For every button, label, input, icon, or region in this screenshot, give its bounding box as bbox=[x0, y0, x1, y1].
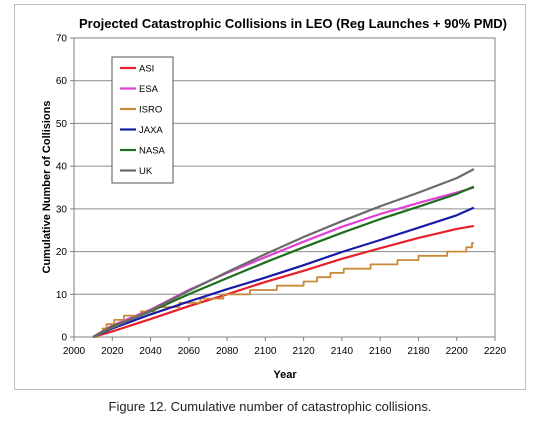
x-tick-label: 2140 bbox=[331, 346, 354, 357]
series-line-asi bbox=[92, 224, 475, 339]
x-tick-label: 2120 bbox=[293, 346, 316, 357]
y-tick-label: 20 bbox=[56, 247, 68, 258]
legend: ASI ESA ISRO JAXA NASA UK bbox=[111, 56, 174, 184]
y-tick-label: 0 bbox=[61, 333, 67, 344]
axis-ticks: 0 10 20 30 40 50 60 70 2000 2020 2040 2060 2080 2100 2… bbox=[56, 34, 507, 358]
legend-label-jaxa: JAXA bbox=[139, 125, 163, 136]
x-tick-label: 2160 bbox=[369, 346, 392, 357]
series-line-isro bbox=[93, 242, 474, 338]
chart: Projected Catastrophic Collisions in LEO… bbox=[41, 16, 507, 381]
x-tick-label: 2180 bbox=[407, 346, 430, 357]
x-tick-label: 2080 bbox=[216, 346, 239, 357]
figure-caption: Figure 12. Cumulative number of catastro… bbox=[108, 399, 432, 414]
x-axis-label: Year bbox=[273, 369, 297, 381]
x-tick-label: 2220 bbox=[484, 346, 507, 357]
chart-title: Projected Catastrophic Collisions in LEO… bbox=[79, 16, 507, 31]
legend-box bbox=[111, 56, 174, 184]
x-tick-label: 2200 bbox=[446, 346, 469, 357]
y-axis-label: Cumulative Number of Collisions bbox=[41, 101, 53, 274]
y-tick-label: 50 bbox=[56, 119, 68, 130]
series-line-jaxa bbox=[92, 206, 475, 339]
legend-label-nasa: NASA bbox=[139, 146, 166, 157]
y-tick-label: 60 bbox=[56, 76, 68, 87]
series-lines bbox=[92, 168, 475, 339]
legend-label-esa: ESA bbox=[139, 84, 159, 95]
y-tick-label: 30 bbox=[56, 204, 68, 215]
legend-label-asi: ASI bbox=[139, 64, 154, 75]
series-line-uk bbox=[92, 168, 475, 338]
x-tick-label: 2000 bbox=[63, 346, 86, 357]
y-tick-label: 40 bbox=[56, 162, 68, 173]
x-tick-label: 2020 bbox=[101, 346, 124, 357]
y-tick-label: 10 bbox=[56, 290, 68, 301]
x-tick-label: 2040 bbox=[139, 346, 162, 357]
x-tick-label: 2100 bbox=[254, 346, 277, 357]
legend-label-isro: ISRO bbox=[139, 105, 162, 116]
plot-area-border bbox=[73, 37, 496, 338]
x-tick-label: 2060 bbox=[178, 346, 201, 357]
legend-label-uk: UK bbox=[139, 166, 153, 177]
y-tick-label: 70 bbox=[56, 34, 68, 45]
